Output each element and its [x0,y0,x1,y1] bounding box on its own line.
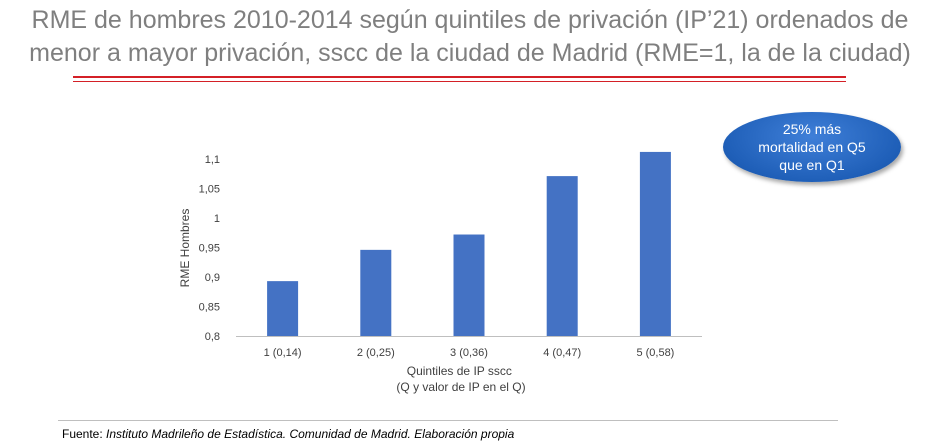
bar-q1 [267,281,299,336]
bar-q5 [639,151,671,336]
x-tick-label: 5 (0,58) [636,347,674,359]
bars [267,151,671,336]
x-axis-ticks: 1 (0,14) 2 (0,25) 3 (0,36) 4 (0,47) 5 (0,58) [264,347,675,359]
x-tick-label: 3 (0,36) [450,347,488,359]
footer-source: Fuente: Instituto Madrileño de Estadísti… [62,427,514,441]
chart-title-line-2: menor a mayor privación, sscc de la ciud… [29,39,911,67]
title-underline [73,76,846,78]
y-tick-label: 0,8 [205,331,220,343]
y-tick-label: 0,95 [199,243,220,255]
y-tick-label: 1,1 [205,154,220,166]
footer-source-text: Instituto Madrileño de Estadística. Comu… [106,427,515,441]
x-axis-label-line-2: (Q y valor de IP en el Q) [396,380,525,394]
y-axis-label: RME Hombres [178,209,192,288]
footer-prefix: Fuente: [62,427,107,441]
bar-q2 [360,249,392,336]
chart-title: RME de hombres 2010-2014 según quintiles… [0,4,940,70]
bar-q3 [453,234,485,336]
footer-divider [58,420,838,421]
x-axis-label-line-1: Quintiles de IP sscc [407,364,512,378]
x-tick-label: 1 (0,14) [264,347,302,359]
chart-title-line-1: RME de hombres 2010-2014 según quintiles… [31,6,909,34]
x-axis-label: Quintiles de IP sscc (Q y valor de IP en… [396,364,525,394]
y-tick-label: 1,05 [199,184,220,196]
x-tick-label: 4 (0,47) [543,347,581,359]
y-axis-ticks: 0,8 0,85 0,9 0,95 1 1,05 1,1 [199,154,220,343]
title-underline-thin [73,81,846,82]
callout-bubble: 25% más mortalidad en Q5 que en Q1 [723,112,901,182]
y-tick-label: 0,9 [205,272,220,284]
callout-text: 25% más mortalidad en Q5 que en Q1 [758,121,866,173]
x-tick-label: 2 (0,25) [357,347,395,359]
y-tick-label: 0,85 [199,302,220,314]
y-tick-label: 1 [214,213,220,225]
bar-q4 [546,176,578,336]
